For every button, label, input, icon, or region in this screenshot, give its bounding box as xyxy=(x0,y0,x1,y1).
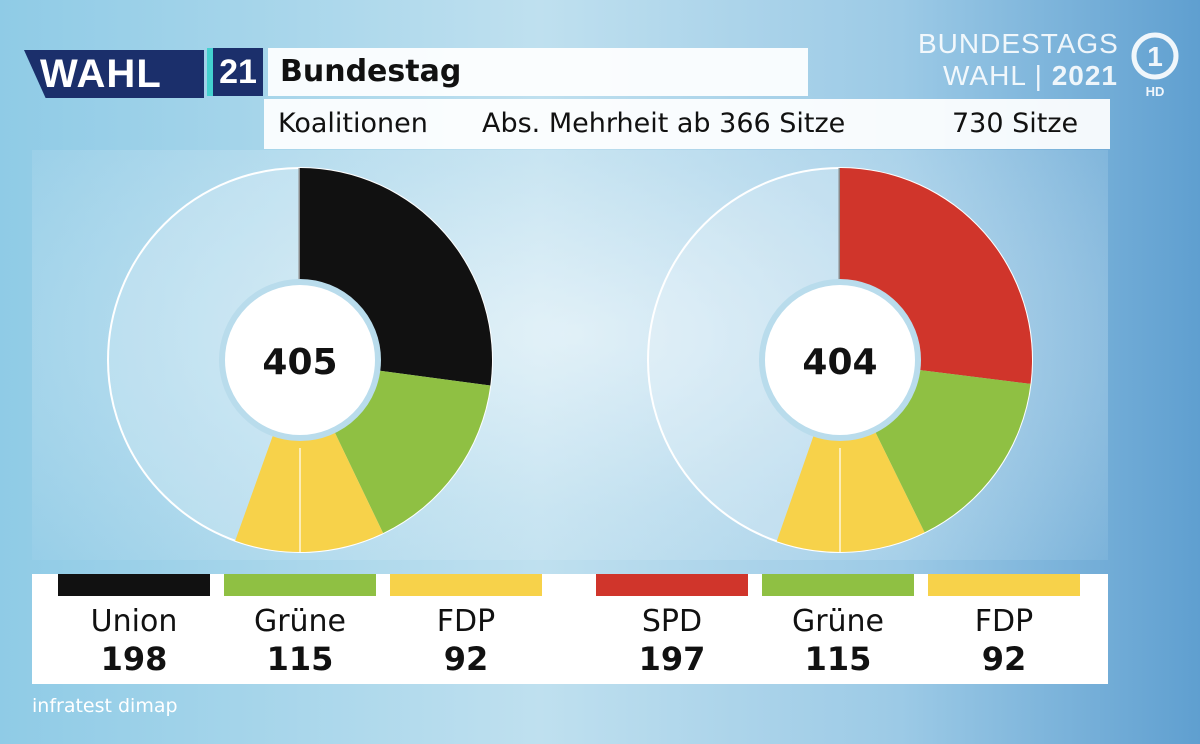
donut-center xyxy=(219,279,381,441)
legend-party-name: Grüne xyxy=(791,604,885,639)
legend-party-name: Grüne xyxy=(253,604,347,639)
legend-seat-count: 92 xyxy=(981,640,1027,678)
brand-line2: WAHL | 2021 xyxy=(918,60,1118,92)
legend-swatch xyxy=(58,574,210,596)
donut-center xyxy=(759,279,921,441)
legend-item: Grüne 115 xyxy=(762,574,914,678)
page-title: Bundestag xyxy=(268,48,808,96)
legend-item: Union 198 xyxy=(58,574,210,678)
hd-mark: HD xyxy=(1146,84,1165,99)
legend-swatch xyxy=(224,574,376,596)
legend-item: SPD 197 xyxy=(596,574,748,678)
brand-wahl: WAHL xyxy=(943,60,1026,91)
legend-bar: Union 198 Grüne 115 FDP 92 SPD 197 Grüne 115 FDP 92 xyxy=(32,574,1108,684)
donut-slice-fdp xyxy=(776,431,925,553)
donut-slice-grne xyxy=(875,369,1031,533)
legend-party-name: FDP xyxy=(974,604,1034,639)
legend-seat-count: 197 xyxy=(638,640,706,678)
brand-year: 2021 xyxy=(1051,60,1118,91)
brand-separator: | xyxy=(1034,60,1043,91)
legend-seat-count: 198 xyxy=(100,640,168,678)
legend-swatch xyxy=(762,574,914,596)
legend-seat-count: 115 xyxy=(804,640,872,678)
donut-slice-fdp xyxy=(235,432,384,553)
legend-swatch xyxy=(596,574,748,596)
legend-item: Grüne 115 xyxy=(224,574,376,678)
donut-slice-grne xyxy=(334,370,491,534)
wahl-logo: WAHL xyxy=(24,50,204,98)
donut-slice-union xyxy=(300,168,492,386)
legend-party-name: FDP xyxy=(436,604,496,639)
legend-seat-count: 92 xyxy=(443,640,489,678)
broadcast-brand: BUNDESTAGS WAHL | 2021 xyxy=(918,28,1118,92)
brand-line1: BUNDESTAGS xyxy=(918,28,1119,59)
subtitle-koalitionen: Koalitionen xyxy=(278,108,428,139)
ard-one-icon: 1 HD xyxy=(1131,32,1179,99)
coalition-total-label: 404 xyxy=(802,342,877,383)
legend-swatch xyxy=(928,574,1080,596)
legend-item: FDP 92 xyxy=(928,574,1080,678)
subtitle-bar: Koalitionen Abs. Mehrheit ab 366 Sitze 7… xyxy=(264,99,1110,149)
legend-party-name: SPD xyxy=(641,604,703,639)
ard-one-mark: 1 xyxy=(1147,41,1163,72)
legend-swatch xyxy=(390,574,542,596)
legend-party-name: Union xyxy=(90,604,178,639)
subtitle-majority: Abs. Mehrheit ab 366 Sitze xyxy=(482,108,846,139)
wahl-logo-number: 21 xyxy=(207,48,263,96)
legend-item: FDP 92 xyxy=(390,574,542,678)
source-credit: infratest dimap xyxy=(32,695,178,717)
legend-seat-count: 115 xyxy=(266,640,334,678)
donut-slice-spd xyxy=(840,168,1032,384)
subtitle-total-seats: 730 Sitze xyxy=(952,108,1079,139)
coalition-total-label: 405 xyxy=(262,342,337,383)
